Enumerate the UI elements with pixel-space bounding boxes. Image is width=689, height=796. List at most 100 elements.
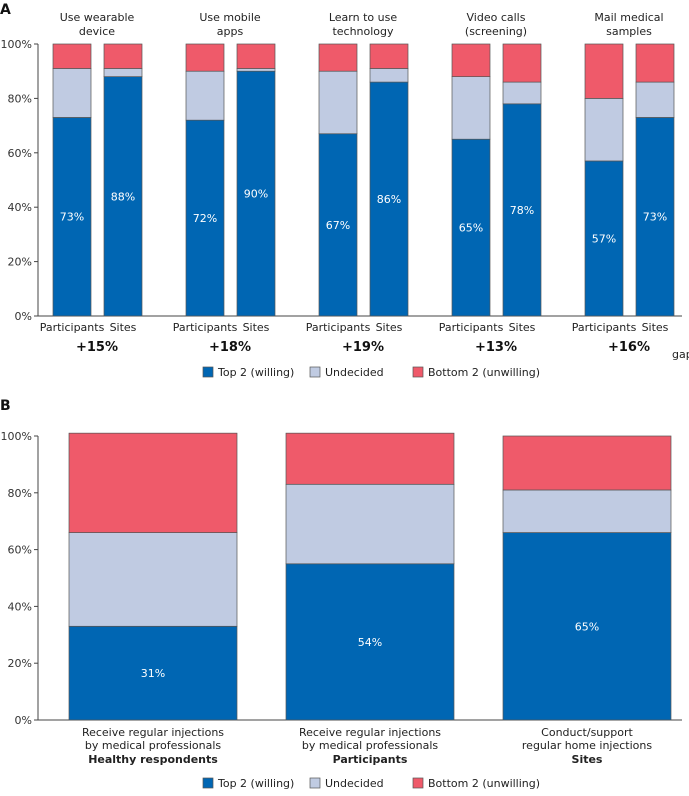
panel-a-gap-caption: gap	[672, 348, 689, 361]
panel-a-legend-label-bottom2: Bottom 2 (unwilling)	[428, 366, 540, 379]
panel-b-legend-label-undecided: Undecided	[325, 777, 384, 790]
panel-a-legend-swatch-bottom2	[412, 366, 424, 378]
panel-b: B 0% 20% 40% 60% 80% 100% 31% Receive regular in…	[0, 398, 682, 790]
panel-b-y-tick-label: 20%	[8, 657, 32, 670]
panel-a-category-label: Sites	[642, 321, 669, 334]
panel-a-bar-undecided-segment	[103, 68, 143, 77]
panel-a: A 0% 20% 40% 60% 80% 100% 73% Participants 88% Sit…	[0, 2, 689, 379]
panel-a-category-label: Participants	[40, 321, 105, 334]
panel-a-category-label: Sites	[110, 321, 137, 334]
panel-a-bar-bottom2-segment	[318, 43, 358, 72]
panel-a-bar-value-label: 65%	[459, 222, 483, 235]
panel-b-bar-caption: Conduct/support	[541, 726, 633, 739]
panel-a-y-tick-label: 60%	[8, 147, 32, 160]
panel-a-bar-bottom2-segment	[584, 43, 624, 99]
panel-b-legend-swatch-top2	[202, 777, 214, 789]
panel-a-legend-label-top2: Top 2 (willing)	[217, 366, 294, 379]
panel-a-bar-bottom2-segment	[451, 43, 491, 77]
panel-a-bar-value-label: 78%	[510, 204, 534, 217]
panel-a-bar-top2-segment	[318, 133, 358, 317]
panel-b-bar-group: Healthy respondents	[88, 753, 218, 766]
panel-b-bar-undecided-segment	[285, 483, 455, 565]
panel-a-bar-top2-segment	[502, 103, 542, 317]
panel-a-bar-bottom2-segment	[236, 43, 276, 69]
panel-b-bar-undecided-segment	[502, 489, 672, 533]
panel-a-bar-top2-segment	[103, 76, 143, 317]
panel-a-gap-value: +19%	[342, 340, 384, 355]
panel-a-category-label: Participants	[572, 321, 637, 334]
panel-a-bar-value-label: 73%	[60, 211, 84, 224]
panel-b-bar-caption: by medical professionals	[85, 739, 222, 752]
panel-b-bar-group: Participants	[333, 753, 408, 766]
panel-a-category-label: Sites	[376, 321, 403, 334]
panel-a-group-title: Mail medical	[594, 11, 663, 24]
panel-a-bar-value-label: 73%	[643, 211, 667, 224]
panel-a-bar-bottom2-segment	[52, 43, 92, 69]
panel-b-bar-value-label: 31%	[141, 667, 165, 680]
panel-a-legend-label-undecided: Undecided	[325, 366, 384, 379]
panel-a-category-label: Participants	[439, 321, 504, 334]
panel-a-bar-undecided-segment	[185, 70, 225, 121]
panel-b-bar-top2-segment	[285, 563, 455, 721]
panel-b-bar-caption: Receive regular injections	[82, 726, 224, 739]
panel-a-legend-swatch-top2	[202, 366, 214, 378]
panel-b-bar-caption: by medical professionals	[302, 739, 439, 752]
panel-a-bar-top2-segment	[185, 119, 225, 317]
panel-a-bar-undecided-segment	[369, 68, 409, 83]
panel-a-bar-value-label: 57%	[592, 232, 616, 245]
panel-b-y-tick-label: 80%	[8, 487, 32, 500]
panel-a-category-label: Participants	[173, 321, 238, 334]
panel-a-bar-value-label: 67%	[326, 219, 350, 232]
panel-a-bar-top2-segment	[584, 160, 624, 317]
panel-b-bar-bottom2-segment	[285, 432, 455, 485]
panel-a-category-label: Participants	[306, 321, 371, 334]
panel-a-y-tick-label: 80%	[8, 92, 32, 105]
panel-a-group-title: apps	[217, 25, 244, 38]
panel-a-bar-top2-segment	[236, 70, 276, 317]
panel-a-bar-undecided-segment	[318, 70, 358, 135]
panel-a-bar-undecided-segment	[451, 76, 491, 140]
panel-a-bar-top2-segment	[635, 117, 675, 317]
panel-b-label: B	[0, 398, 11, 414]
panel-b-bar-group: Sites	[572, 753, 603, 766]
panel-a-bar-undecided-segment	[635, 81, 675, 118]
panel-a-bar-bottom2-segment	[502, 43, 542, 83]
panel-a-group-title: samples	[606, 25, 652, 38]
panel-b-bar-bottom2-segment	[502, 435, 672, 491]
panel-a-category-label: Sites	[243, 321, 270, 334]
panel-a-bar-bottom2-segment	[103, 43, 143, 69]
panel-a-bar-value-label: 88%	[111, 190, 135, 203]
panel-a-bar-bottom2-segment	[369, 43, 409, 69]
panel-a-group-title: technology	[332, 25, 394, 38]
panel-a-bar-top2-segment	[52, 117, 92, 317]
panel-a-y-tick-label: 40%	[8, 201, 32, 214]
panel-a-bar-undecided-segment	[52, 68, 92, 118]
panel-b-legend-label-top2: Top 2 (willing)	[217, 777, 294, 790]
panel-a-legend-swatch-undecided	[309, 366, 321, 378]
panel-a-bar-value-label: 90%	[244, 188, 268, 201]
panel-a-label: A	[0, 2, 11, 18]
panel-a-group-title: Use wearable	[60, 11, 135, 24]
panel-b-legend-swatch-undecided	[309, 777, 321, 789]
panel-a-gap-value: +16%	[608, 340, 650, 355]
panel-a-bar-bottom2-segment	[635, 43, 675, 83]
panel-b-legend-swatch-bottom2	[412, 777, 424, 789]
panel-a-bar-undecided-segment	[584, 98, 624, 162]
panel-b-bar-value-label: 54%	[358, 636, 382, 649]
panel-b-bar-value-label: 65%	[575, 620, 599, 633]
panel-a-bar-value-label: 86%	[377, 193, 401, 206]
panel-a-bar-undecided-segment	[502, 81, 542, 105]
panel-b-bar-top2-segment	[68, 625, 238, 721]
panel-b-bar-caption: Receive regular injections	[299, 726, 441, 739]
panel-b-bar-bottom2-segment	[68, 432, 238, 533]
panel-a-group-title: Video calls	[467, 11, 526, 24]
panel-a-group-title: Learn to use	[329, 11, 397, 24]
panel-b-y-tick-label: 100%	[1, 430, 32, 443]
panel-a-y-tick-label: 0%	[15, 310, 32, 323]
panel-a-gap-value: +18%	[209, 340, 251, 355]
panel-a-group-title: Use mobile	[199, 11, 261, 24]
panel-b-y-tick-label: 40%	[8, 600, 32, 613]
panel-a-group-title: (screening)	[465, 25, 527, 38]
panel-b-y-tick-label: 60%	[8, 544, 32, 557]
